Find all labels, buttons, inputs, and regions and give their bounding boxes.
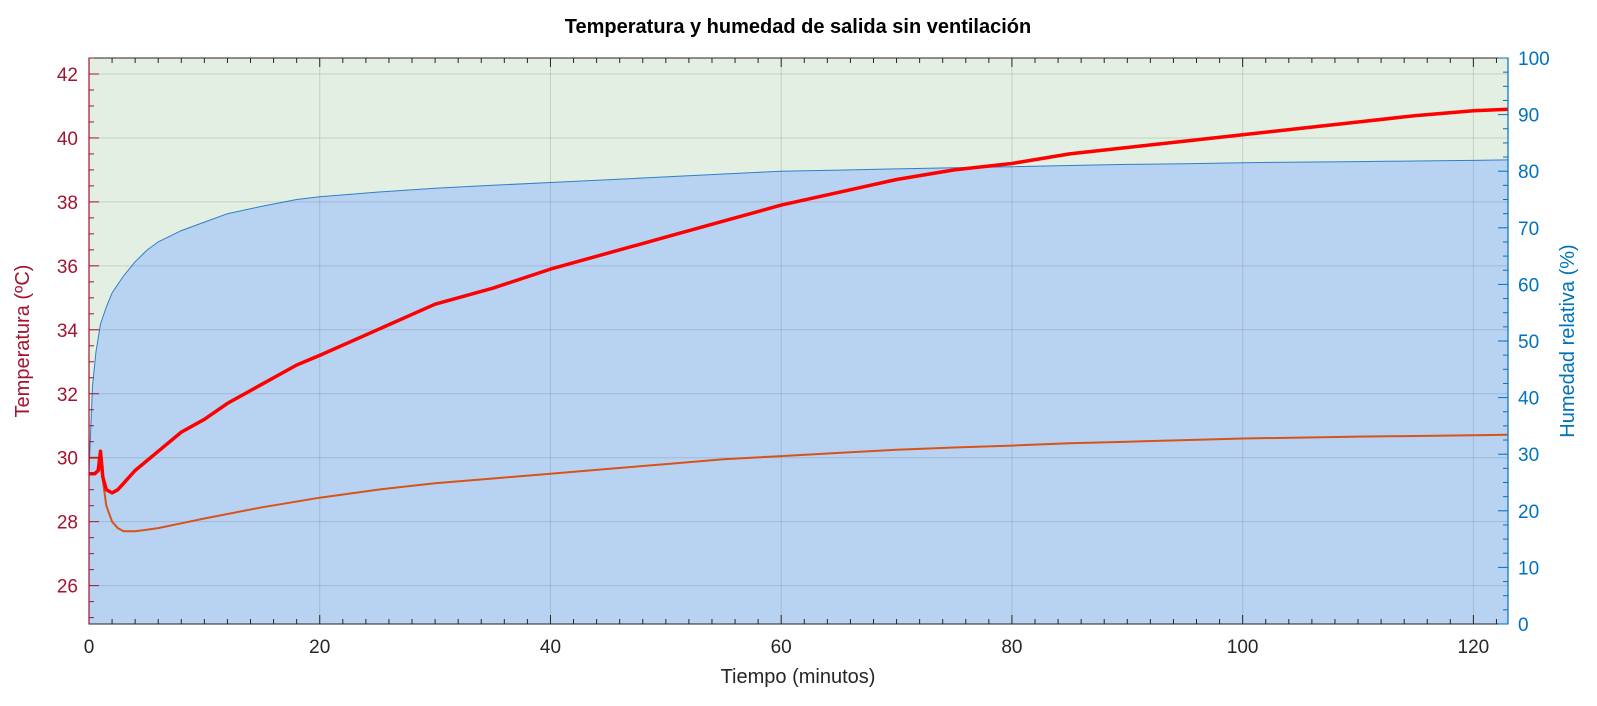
y-right-tick-label: 10 bbox=[1518, 558, 1539, 579]
y-right-tick-label: 30 bbox=[1518, 445, 1539, 466]
y-left-tick-label: 42 bbox=[57, 65, 78, 86]
y-left-tick-label: 38 bbox=[57, 193, 78, 214]
y-right-tick-label: 60 bbox=[1518, 275, 1539, 296]
y-right-tick-label: 70 bbox=[1518, 219, 1539, 240]
y-axis-right-label: Humedad relativa (%) bbox=[1557, 244, 1579, 437]
y-left-tick-label: 34 bbox=[57, 321, 79, 342]
y-right-tick-label: 0 bbox=[1518, 615, 1529, 636]
y-right-tick-label: 80 bbox=[1518, 162, 1539, 183]
y-right-tick-label: 100 bbox=[1518, 49, 1550, 70]
temperature-secondary-line bbox=[89, 433, 1509, 533]
y-right-tick-label: 40 bbox=[1518, 389, 1539, 410]
y-right-tick-label: 90 bbox=[1518, 106, 1539, 127]
y-left-tick-label: 28 bbox=[57, 513, 78, 534]
x-tick-label: 100 bbox=[1227, 637, 1259, 658]
y-left-tick-label: 36 bbox=[57, 257, 78, 278]
x-tick-label: 60 bbox=[771, 637, 792, 658]
x-tick-label: 20 bbox=[309, 637, 330, 658]
x-tick-label: 0 bbox=[84, 637, 95, 658]
humidity-line bbox=[88, 159, 1509, 472]
y-left-tick-label: 40 bbox=[57, 129, 78, 150]
chart-title: Temperatura y humedad de salida sin vent… bbox=[565, 16, 1031, 38]
temperature-outlet-line bbox=[89, 107, 1509, 495]
x-tick-label: 120 bbox=[1458, 637, 1490, 658]
y-right-tick-label: 50 bbox=[1518, 332, 1539, 353]
y-left-tick-label: 30 bbox=[57, 449, 78, 470]
y-left-tick-label: 32 bbox=[57, 385, 78, 406]
axes: 0 20 40 60 80 100 120 26 28 30 32 34 36 38 40 42 0 10 20 30… bbox=[57, 49, 1550, 658]
x-tick-label: 80 bbox=[1001, 637, 1022, 658]
humidity-area bbox=[89, 159, 1508, 624]
x-tick-label: 40 bbox=[540, 637, 561, 658]
x-axis-label: Tiempo (minutos) bbox=[721, 666, 876, 688]
y-axis-left-label: Temperatura (ºC) bbox=[12, 265, 34, 418]
y-left-tick-label: 26 bbox=[57, 577, 78, 598]
y-right-tick-label: 20 bbox=[1518, 502, 1539, 523]
